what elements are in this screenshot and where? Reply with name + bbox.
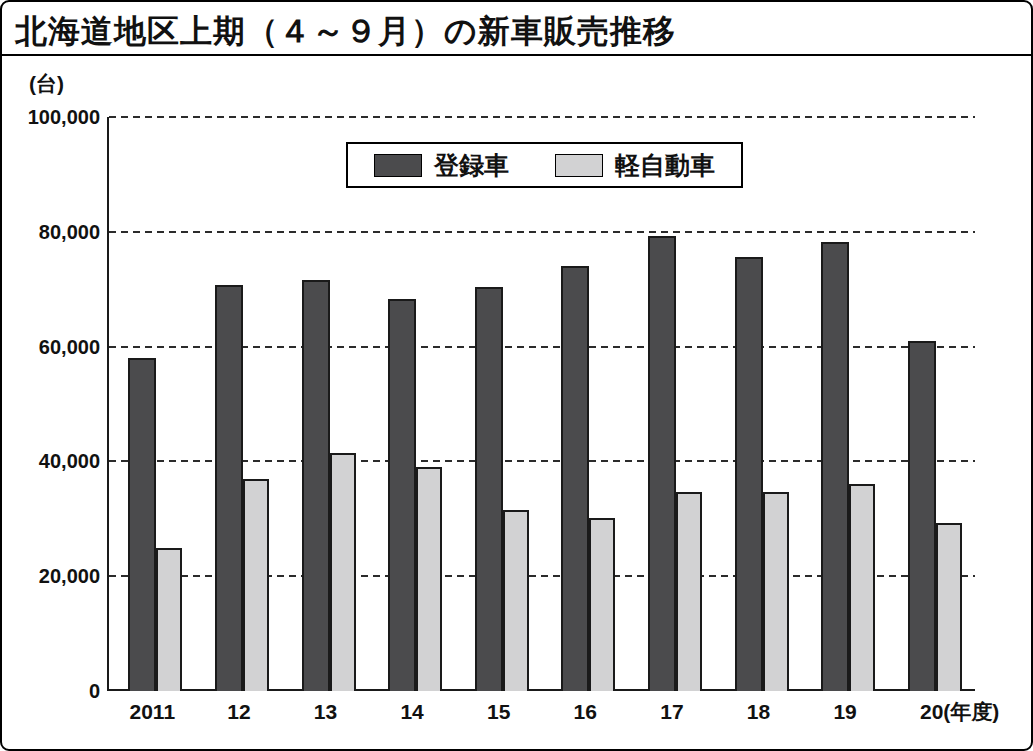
bar-登録車-18 — [735, 257, 763, 691]
bar-軽自動車-14 — [416, 467, 442, 691]
bar-登録車-13 — [302, 280, 330, 691]
y-tick-label-0: 0 — [2, 679, 100, 703]
y-tick-label-100000: 100,000 — [2, 105, 100, 129]
bar-登録車-20 — [908, 341, 936, 691]
chart-title: 北海道地区上期（４～９月）の新車販売推移 — [15, 10, 676, 54]
y-tick-label-80000: 80,000 — [2, 220, 100, 244]
bar-登録車-17 — [648, 236, 676, 691]
kei-car-swatch — [555, 154, 603, 177]
bar-軽自動車-16 — [589, 518, 615, 691]
y-tick-label-60000: 60,000 — [2, 335, 100, 359]
registered-car-swatch — [374, 154, 422, 177]
legend-item-kei-cars: 軽自動車 — [555, 149, 715, 182]
bar-軽自動車-12 — [243, 479, 269, 691]
bar-軽自動車-13 — [330, 453, 356, 691]
legend-label-kei-cars: 軽自動車 — [615, 149, 715, 182]
bar-登録車-12 — [215, 285, 243, 691]
bar-登録車-14 — [388, 299, 416, 691]
bar-軽自動車-2011 — [156, 548, 182, 692]
gridline-80000 — [109, 231, 975, 233]
legend-item-registered-cars: 登録車 — [374, 149, 509, 182]
chart-page: 北海道地区上期（４～９月）の新車販売推移 (台) 登録車 軽自動車 100,00… — [0, 0, 1033, 751]
bar-登録車-19 — [821, 242, 849, 691]
y-tick-label-20000: 20,000 — [2, 564, 100, 588]
x-axis-unit-suffix: (年度) — [943, 699, 999, 725]
legend: 登録車 軽自動車 — [346, 142, 743, 188]
bar-登録車-2011 — [128, 358, 156, 691]
title-divider — [2, 54, 1031, 56]
y-axis-unit-label: (台) — [29, 70, 64, 98]
plot-area — [109, 117, 975, 691]
bar-軽自動車-15 — [503, 510, 529, 691]
bar-登録車-15 — [475, 287, 503, 691]
legend-label-registered-cars: 登録車 — [434, 149, 509, 182]
y-tick-label-40000: 40,000 — [2, 449, 100, 473]
bar-軽自動車-19 — [849, 484, 875, 691]
bar-軽自動車-20 — [936, 523, 962, 691]
gridline-100000 — [109, 116, 975, 118]
bar-登録車-16 — [561, 266, 589, 691]
x-tick-label-20: 20(年度) — [872, 699, 992, 725]
bar-軽自動車-17 — [676, 492, 702, 691]
bar-軽自動車-18 — [763, 492, 789, 691]
